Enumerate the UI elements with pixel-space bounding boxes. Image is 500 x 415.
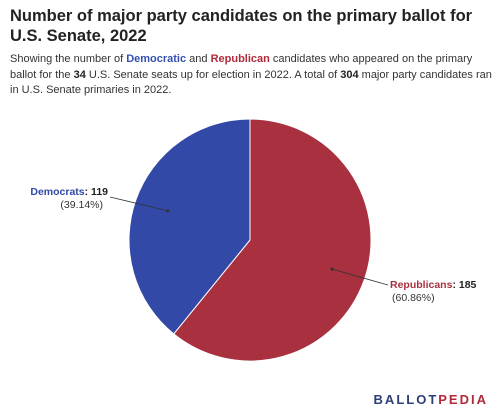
pie-slice-democrats	[128, 118, 251, 335]
ballotpedia-logo: BALLOTPEDIA	[374, 392, 488, 407]
subtitle-text-3: candidates who appeared on the primary b…	[10, 53, 473, 81]
subtitle-total: 304	[340, 68, 359, 81]
leader-dot-democrats	[166, 209, 170, 213]
label-percent-democrats: (39.14%)	[60, 199, 103, 211]
label-value-republicans: : 185	[452, 279, 476, 291]
subtitle-democratic: Democratic	[126, 53, 187, 65]
pie-labels: Republicans: 185(60.86%)Democrats: 119(3…	[30, 186, 476, 304]
label-name-republicans: Republicans	[390, 279, 453, 291]
leader-dot-republicans	[330, 267, 334, 271]
subtitle-seats: 34	[73, 68, 86, 81]
subtitle-text-2: and	[186, 53, 211, 65]
leader-line-democrats	[109, 196, 168, 212]
subtitle-text-5: major party candidates ran in U.S. Senat…	[10, 68, 492, 97]
data-label-democrats: Democrats: 119	[30, 186, 108, 198]
logo-part-ballot: BALLOT	[373, 392, 439, 407]
subtitle-text-1: Showing the number of	[10, 53, 127, 65]
pie-slices	[128, 118, 372, 362]
logo-part-pedia: PEDIA	[438, 392, 488, 407]
chart-title: Number of major party candidates on the …	[10, 7, 473, 45]
subtitle-republican: Republican	[210, 53, 270, 65]
chart-subtitle: Showing the number of Democratic and Rep…	[10, 52, 492, 99]
leader-line-republicans	[331, 268, 389, 286]
label-name-democrats: Democrats	[30, 186, 84, 198]
pie-slice-republicans	[173, 118, 372, 362]
label-value-democrats: : 119	[85, 186, 109, 198]
label-percent-republicans: (60.86%)	[392, 292, 435, 304]
data-label-republicans: Republicans: 185	[390, 279, 477, 291]
subtitle-text-4: U.S. Senate seats up for election in 202…	[85, 68, 341, 81]
